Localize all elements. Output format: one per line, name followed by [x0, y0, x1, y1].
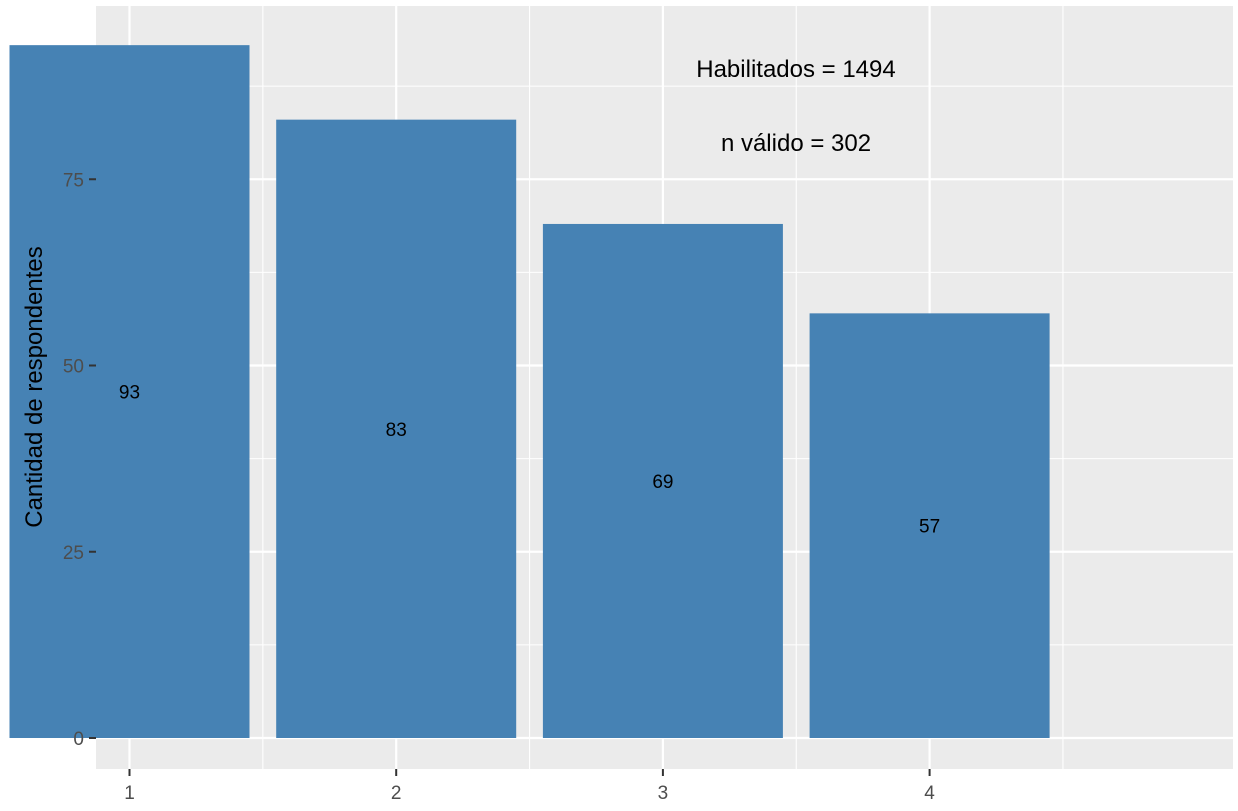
x-tick-label: 4 [924, 783, 935, 804]
bar-data-labels: 93 83 69 57 [119, 383, 940, 538]
bar-label-4: 57 [919, 517, 940, 538]
bars [9, 45, 1050, 738]
bar-1 [9, 45, 250, 738]
bar-label-2: 83 [386, 420, 407, 441]
bar-2 [276, 119, 517, 738]
bar-4 [809, 313, 1050, 738]
bar-label-3: 69 [652, 472, 673, 493]
x-tick-label: 1 [124, 783, 135, 804]
bar-label-1: 93 [119, 383, 140, 404]
annotation-n-valido: n válido = 302 [721, 130, 871, 157]
x-tick-label: 2 [391, 783, 402, 804]
y-tick-label: 0 [73, 729, 84, 750]
x-tick-label: 3 [658, 783, 669, 804]
bar-3 [542, 223, 783, 738]
x-axis: 1 2 3 4 [124, 769, 935, 804]
y-axis-title: Cantidad de respondentes [21, 246, 48, 528]
y-tick-label: 25 [63, 543, 84, 564]
annotation-habilitados: Habilitados = 1494 [696, 56, 895, 83]
y-axis: 0 25 50 75 [63, 170, 96, 750]
y-tick-label: 50 [63, 357, 84, 378]
y-tick-label: 75 [63, 170, 84, 191]
